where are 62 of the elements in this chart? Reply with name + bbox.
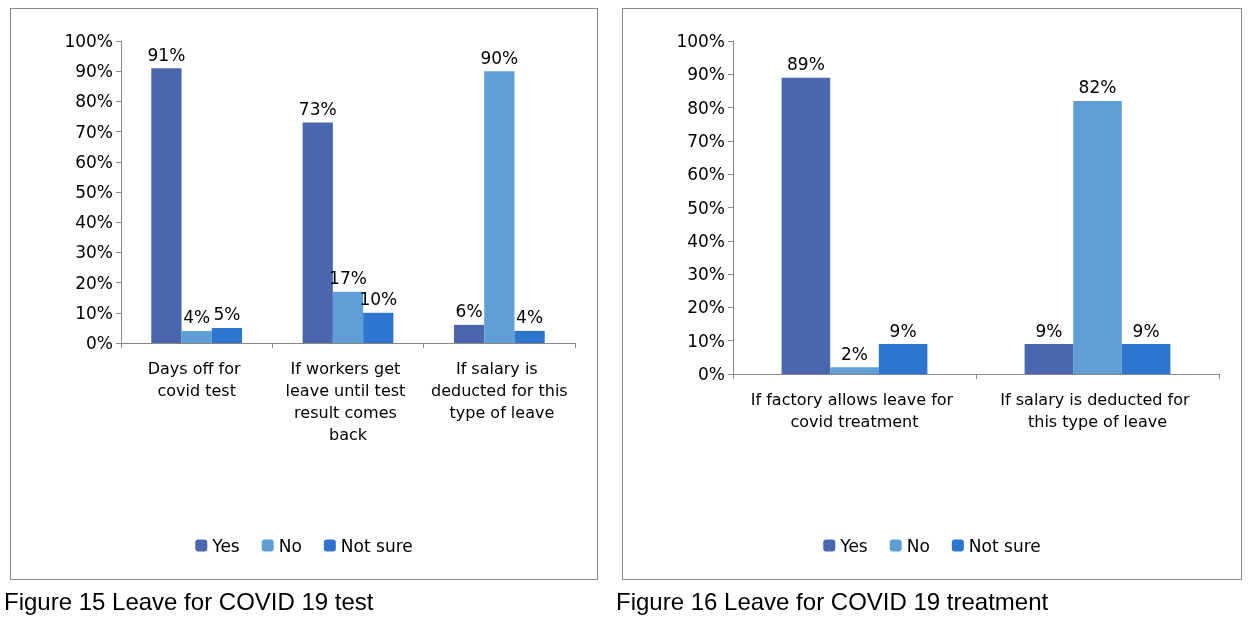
bar — [151, 68, 182, 343]
y-tick-label: 0% — [86, 333, 113, 353]
text: 9% — [889, 320, 917, 341]
y-tick-label: 50% — [75, 182, 113, 202]
bar — [363, 312, 394, 343]
caption: Figure 15 Leave for COVID 19 test — [4, 588, 374, 616]
bar — [211, 327, 243, 343]
bar — [514, 330, 545, 343]
text: 5% — [213, 304, 241, 325]
bar — [453, 324, 485, 343]
text: 4% — [516, 307, 544, 328]
text: 90% — [480, 47, 519, 68]
x-tick-label: Days off for covid test — [147, 358, 246, 400]
y-tick-label: 40% — [687, 230, 725, 251]
y-tick-label: 70% — [687, 130, 725, 151]
text: 89% — [787, 54, 825, 75]
text: 4% — [183, 307, 211, 328]
y-tick-label: 100% — [64, 31, 113, 51]
y-tick-label: 0% — [698, 364, 725, 384]
y-tick-label: 60% — [75, 151, 113, 172]
y-tick-label: 100% — [676, 31, 725, 51]
bar — [1073, 100, 1122, 374]
bar — [781, 77, 831, 374]
y-tick-label: 80% — [687, 97, 725, 118]
y-tick-label: 90% — [75, 61, 113, 82]
x-tick-label: If salary is deducted for this type of leave — [1000, 389, 1195, 431]
x-tick-label: If salary is deducted for this type of leave — [430, 358, 568, 422]
y-tick-label: 30% — [75, 242, 113, 263]
legend-label: No — [906, 535, 930, 556]
text: 91% — [147, 44, 186, 65]
legend-label: Not sure — [968, 535, 1041, 556]
x-tick-label: If factory allows leave for covid treatment — [750, 389, 959, 431]
text: 2% — [841, 343, 868, 364]
y-tick-label: 10% — [687, 330, 725, 351]
legend-label: Yes — [839, 535, 868, 556]
y-tick-label: 50% — [687, 197, 725, 218]
text: 9% — [1035, 320, 1063, 341]
legend-label: Not sure — [340, 535, 413, 556]
bar — [878, 344, 928, 374]
bar — [1024, 344, 1074, 374]
y-tick-label: 90% — [687, 64, 725, 85]
y-tick-label: 30% — [687, 264, 725, 285]
bar — [181, 330, 212, 343]
text: 9% — [1132, 320, 1160, 341]
y-tick-label: 10% — [75, 302, 113, 323]
bar — [302, 122, 333, 343]
bar — [484, 71, 515, 343]
text: 6% — [455, 301, 483, 322]
bar — [830, 367, 879, 374]
text: 82% — [1078, 77, 1117, 98]
legend-label: Yes — [211, 535, 240, 556]
caption: Figure 16 Leave for COVID 19 treatment — [616, 588, 1049, 616]
y-tick-label: 70% — [75, 121, 113, 142]
y-tick-label: 60% — [687, 164, 725, 185]
legend-label: No — [278, 535, 302, 556]
x-tick-label: If workers get leave until test result comes back — [285, 358, 411, 444]
y-tick-label: 40% — [75, 212, 113, 233]
y-tick-label: 80% — [75, 91, 113, 112]
y-tick-label: 20% — [75, 272, 113, 293]
y-tick-label: 20% — [687, 297, 725, 318]
text: 73% — [298, 99, 337, 120]
bar — [1121, 344, 1171, 374]
